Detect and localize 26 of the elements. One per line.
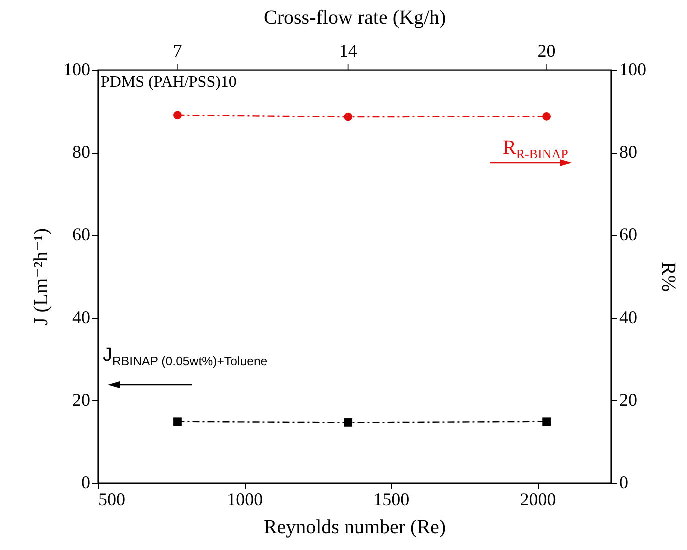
y2-tick-label: 80 <box>620 142 638 162</box>
y-tick-label: 20 <box>72 390 90 410</box>
annotation: J$_{RBINAP (0.05wt%)+Toluene}$ <box>103 345 268 368</box>
x-axis-title: Reynolds number (Re) <box>264 516 446 538</box>
annotation: PDMS (PAH/PSS)10 <box>101 74 237 91</box>
annotation: R$_{R-BINAP}$ <box>503 137 568 162</box>
y-axis-title: J (Lm⁻²h⁻¹) <box>30 228 52 326</box>
y-tick-label: 80 <box>72 142 90 162</box>
x-tick-label: 1000 <box>227 490 264 510</box>
text: 20 <box>538 41 556 61</box>
y2-tick-label: 40 <box>620 307 638 328</box>
y-tick-label: 60 <box>72 224 90 245</box>
y-tick-label: 40 <box>72 307 90 328</box>
y2-tick-label: 100 <box>620 60 646 80</box>
y-tick-label: 0 <box>82 472 90 492</box>
y2-axis-title: R% <box>658 262 680 292</box>
y2-tick-label: 0 <box>620 472 628 492</box>
x-tick-label: 500 <box>98 490 126 510</box>
text: Cross-flow rate (Kg/h) <box>264 7 446 29</box>
text: 14 <box>339 41 358 61</box>
x-tick-label: 2000 <box>520 490 556 510</box>
y-tick-label: 100 <box>64 60 90 80</box>
y2-tick-label: 60 <box>620 224 638 245</box>
x-tick-label: 1500 <box>374 490 410 510</box>
y2-tick-label: 20 <box>620 390 638 410</box>
text: 7 <box>173 41 182 61</box>
